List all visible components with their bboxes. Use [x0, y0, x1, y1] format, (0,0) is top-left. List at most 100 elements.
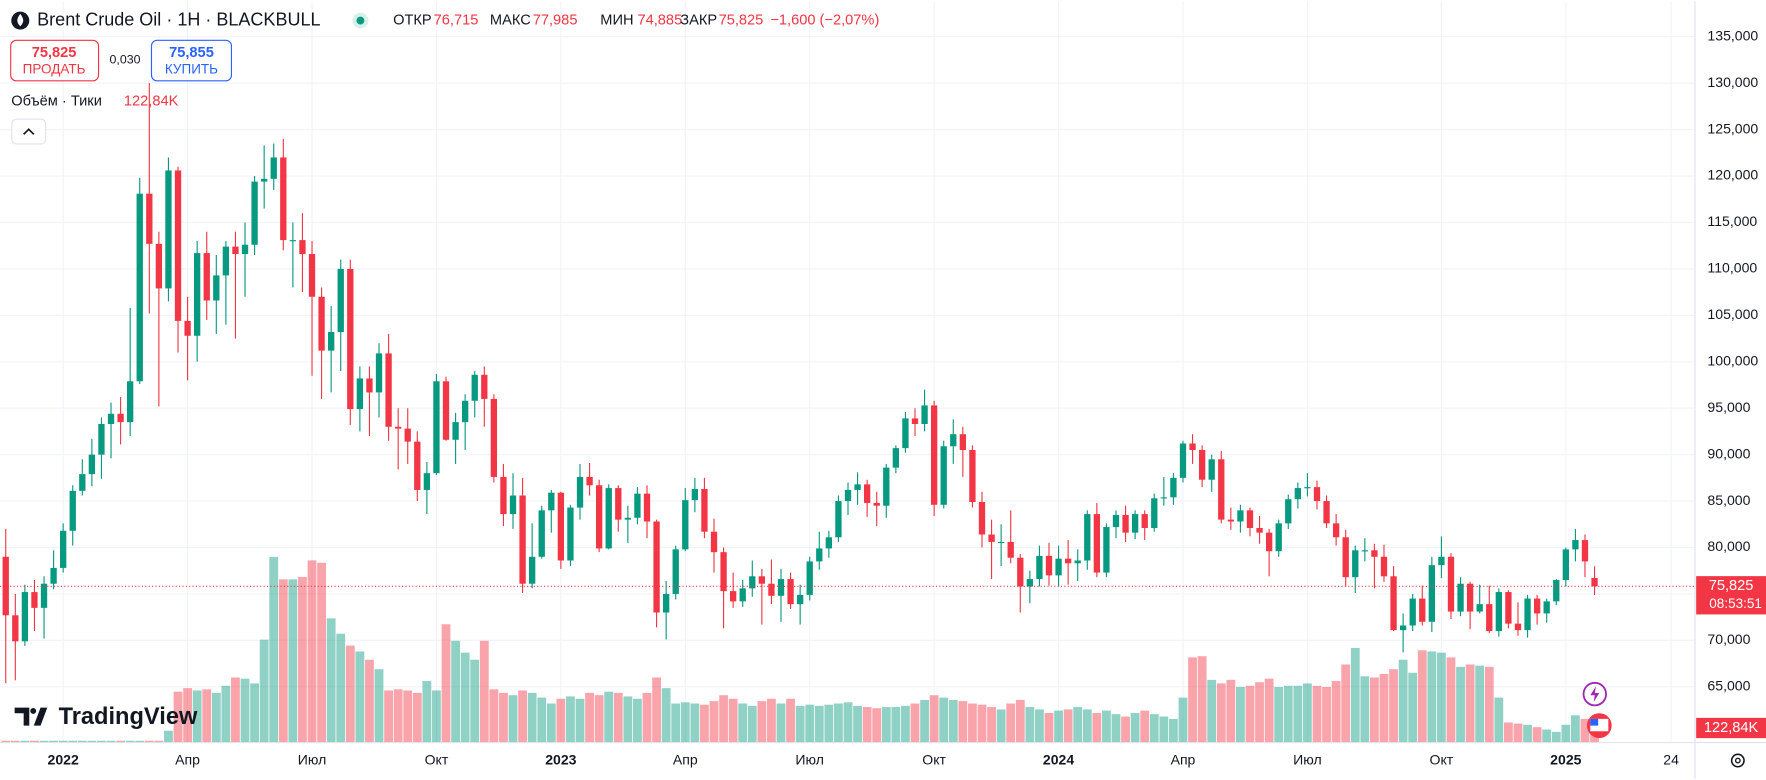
- symbol-title[interactable]: Brent Crude Oil · 1H · BLACKBULL: [37, 9, 320, 29]
- candle-body: [615, 488, 622, 520]
- volume-bar: [470, 659, 480, 743]
- x-tick-label: Апр: [175, 751, 200, 767]
- candle-body: [155, 243, 163, 289]
- market-status-dot: [356, 16, 365, 25]
- candle-body: [1256, 527, 1263, 533]
- candle-body: [1294, 488, 1302, 500]
- candle-body: [1581, 540, 1589, 562]
- y-tick-label: 105,000: [1707, 306, 1758, 322]
- volume-bar: [298, 576, 307, 743]
- x-tick-label: Июл: [1293, 751, 1322, 767]
- volume-bar: [20, 740, 30, 743]
- candle-body: [1189, 443, 1196, 450]
- volume-bar: [824, 704, 834, 743]
- high-value: 77,985: [533, 12, 578, 28]
- candle-body: [2, 556, 9, 616]
- volume-bar: [259, 639, 269, 743]
- collapse-button[interactable]: [11, 118, 47, 145]
- candle-body: [414, 441, 421, 490]
- x-tick-label: Апр: [673, 751, 698, 767]
- volume-bar: [1379, 673, 1389, 743]
- sell-button[interactable]: [10, 39, 100, 82]
- x-tick-label: Апр: [1171, 751, 1196, 767]
- volume-bar: [317, 562, 326, 743]
- y-tick-label: 100,000: [1707, 352, 1758, 368]
- volume-bar: [1484, 666, 1494, 743]
- candle-body: [1486, 604, 1493, 632]
- spread: 0,030: [110, 52, 141, 66]
- volume-legend[interactable]: Объём · Тики: [11, 94, 102, 110]
- volume-bar: [987, 707, 996, 743]
- candle-body: [548, 492, 555, 511]
- volume-bar: [451, 640, 460, 743]
- last-price-label: 75,825: [1709, 578, 1754, 594]
- candle-body: [1265, 532, 1273, 552]
- candle-body: [1438, 556, 1445, 566]
- y-tick-label: 115,000: [1707, 213, 1757, 229]
- candle-body: [79, 474, 86, 491]
- candle-body: [1055, 558, 1062, 576]
- volume-layer: [1, 556, 1599, 743]
- volume-bar: [1341, 664, 1351, 743]
- volume-bar: [853, 705, 862, 743]
- candle-body: [816, 548, 823, 562]
- volume-bar: [613, 692, 623, 743]
- candle-body: [682, 500, 689, 550]
- candle-body: [165, 170, 172, 289]
- candle-body: [605, 488, 612, 549]
- candle-body: [509, 495, 517, 515]
- volume-bar: [87, 740, 97, 743]
- buy-button[interactable]: [150, 39, 233, 82]
- candle-body: [1093, 514, 1101, 573]
- candle-body: [289, 240, 297, 242]
- candle-body: [366, 378, 373, 393]
- x-tick-label: Июл: [298, 751, 327, 767]
- candle-body: [825, 537, 833, 549]
- volume-bar: [977, 704, 987, 743]
- volume-bar: [1, 740, 11, 743]
- candle-body: [1323, 501, 1330, 524]
- candle-body: [1122, 514, 1129, 533]
- volume-bar: [1561, 724, 1571, 743]
- volume-bar: [518, 690, 527, 743]
- candle-body: [1524, 598, 1531, 631]
- candle-body: [653, 521, 660, 613]
- volume-bar: [144, 740, 154, 743]
- candle-body: [1179, 443, 1187, 478]
- volume-bar: [1149, 714, 1159, 743]
- y-tick-label: 80,000: [1707, 538, 1750, 554]
- candle-body: [1505, 592, 1512, 624]
- candle-body: [710, 531, 718, 553]
- candle-body: [892, 448, 900, 468]
- candle-body: [567, 507, 574, 561]
- volume-bar: [680, 702, 690, 743]
- candle-body: [270, 157, 277, 179]
- volume-bar: [814, 705, 824, 743]
- candle-body: [662, 593, 670, 613]
- candle-body: [921, 405, 928, 424]
- x-tick-label: Окт: [922, 751, 946, 767]
- volume-bar: [671, 703, 681, 743]
- settings-icon-center: [1734, 757, 1741, 764]
- close-label: ЗАКР: [680, 12, 717, 28]
- volume-bar: [240, 678, 250, 743]
- candle-body: [471, 374, 478, 401]
- y-tick-label: 130,000: [1707, 74, 1758, 90]
- candle-body: [1112, 514, 1120, 528]
- candle-body: [1275, 523, 1282, 552]
- candle-body: [796, 594, 804, 605]
- candle-body: [1246, 510, 1254, 528]
- volume-bar: [642, 692, 652, 743]
- x-tick-label: 2024: [1043, 751, 1074, 767]
- candle-body: [902, 418, 909, 449]
- candle-body: [1514, 623, 1522, 631]
- volume-bar: [1140, 710, 1150, 743]
- x-tick-label: Июл: [795, 751, 824, 767]
- volume-bar: [948, 699, 958, 743]
- volume-bar: [365, 659, 374, 743]
- settings-button[interactable]: [1730, 753, 1745, 768]
- candle-body: [777, 579, 785, 596]
- candle-body: [930, 405, 938, 505]
- candle-body: [940, 446, 947, 505]
- collapse-icon: [23, 128, 35, 135]
